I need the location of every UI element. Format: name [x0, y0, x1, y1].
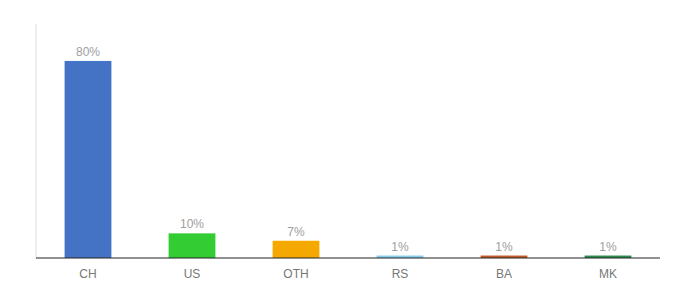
data-label: 10% — [180, 217, 204, 231]
bars — [65, 61, 632, 258]
y-range-line — [36, 24, 37, 258]
x-axis-line — [36, 257, 660, 258]
chart-container: 80% 10% 7% 1% 1% 1% CH US OTH RS BA MK — [0, 0, 680, 300]
x-tick-label: CH — [79, 267, 96, 281]
x-tick-label: BA — [496, 267, 512, 281]
data-label: 1% — [599, 240, 617, 254]
x-tick-label: MK — [599, 267, 617, 281]
data-label: 7% — [287, 225, 305, 239]
bar — [273, 241, 320, 258]
x-tick-label: OTH — [283, 267, 308, 281]
data-label: 1% — [391, 240, 409, 254]
x-tick-label: US — [184, 267, 201, 281]
x-tick-label: RS — [392, 267, 409, 281]
data-label: 80% — [76, 45, 100, 59]
bar — [169, 233, 216, 258]
chart: 80% 10% 7% 1% 1% 1% CH US OTH RS BA MK — [0, 0, 680, 300]
bar — [65, 61, 112, 258]
data-label: 1% — [495, 240, 513, 254]
